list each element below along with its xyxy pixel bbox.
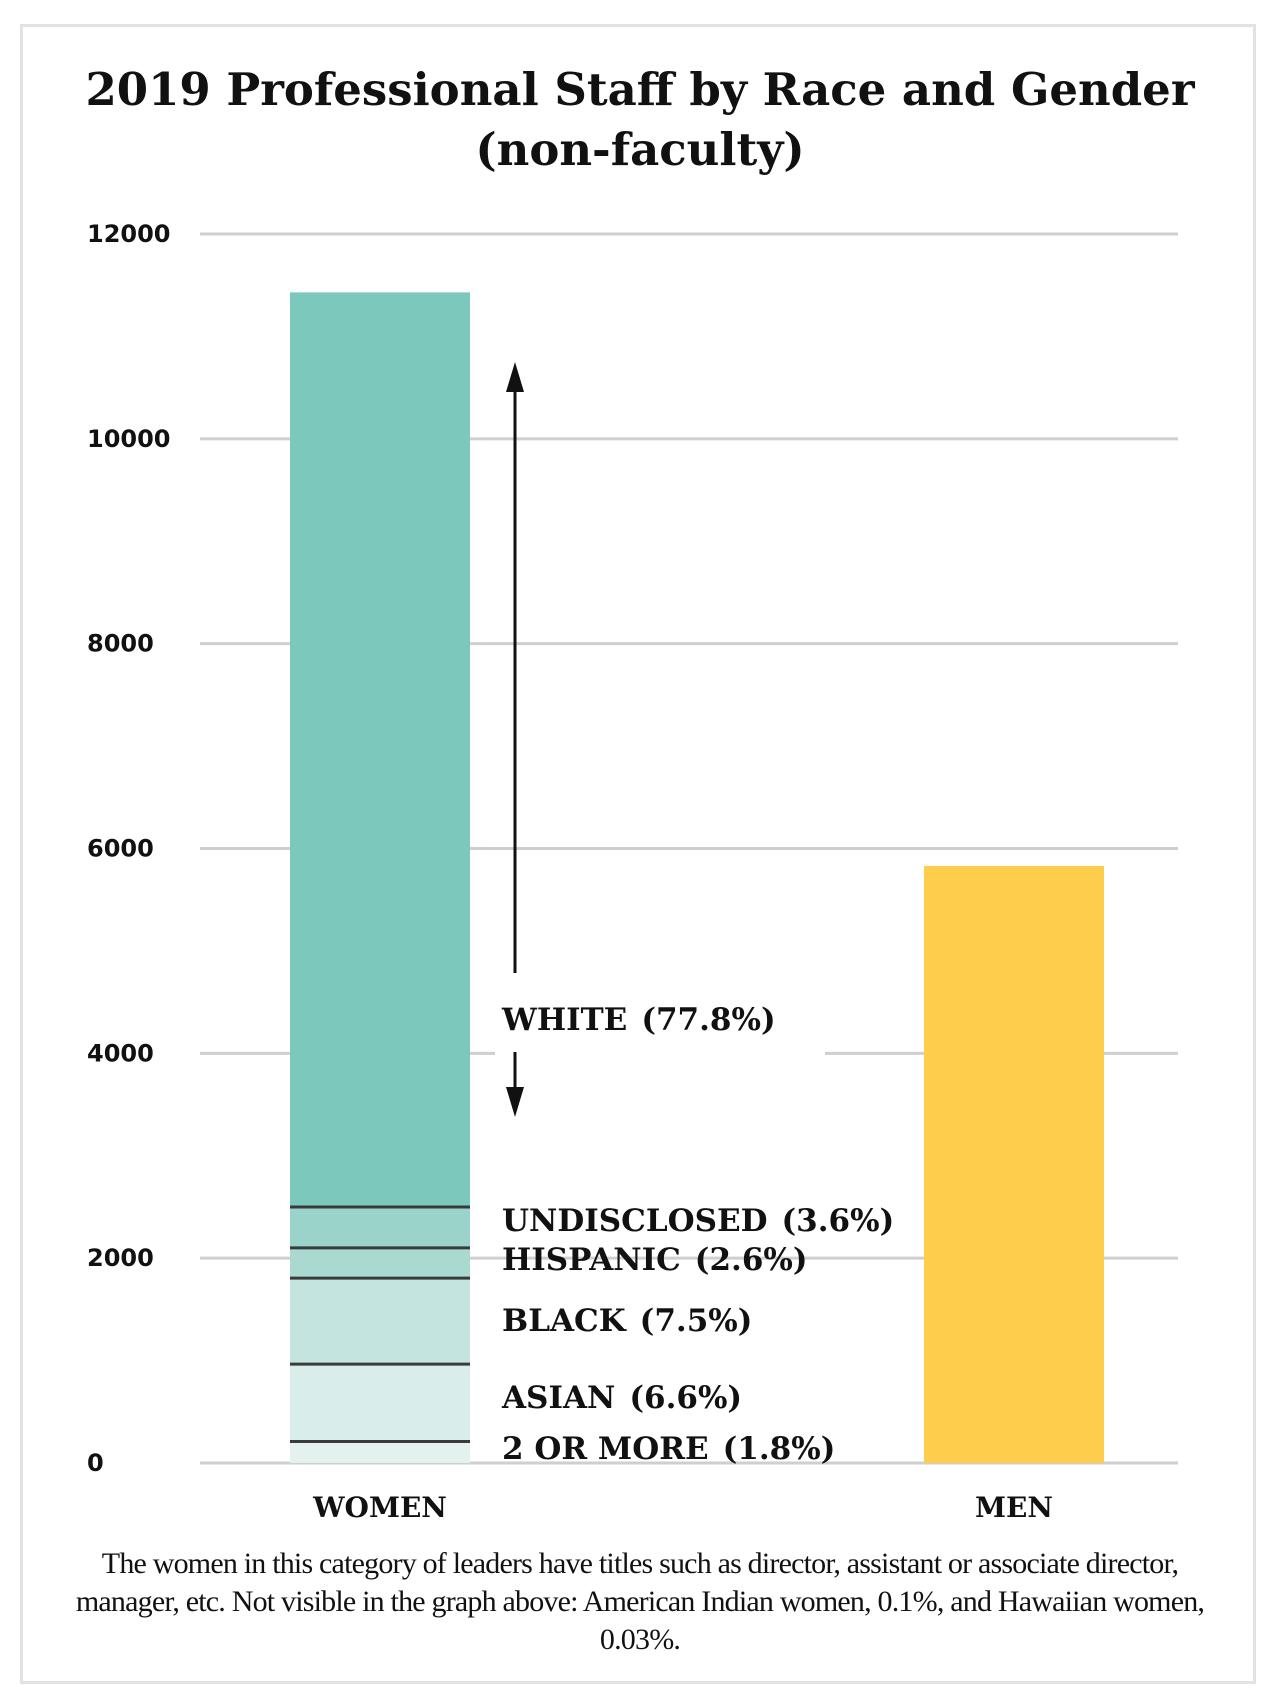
x-category-label-women: WOMEN xyxy=(312,1491,447,1524)
chart-title: 2019 Professional Staff by Race and Gend… xyxy=(0,60,1280,180)
y-tick-label-4000: 4000 xyxy=(87,1039,154,1067)
segment-label-name-asian: ASIAN xyxy=(501,1380,615,1416)
segment-label-name-black: BLACK xyxy=(502,1303,627,1339)
chart-title-line-2: (non-faculty) xyxy=(475,123,805,176)
label-backdrop xyxy=(495,1041,825,1066)
women-bar-segment-undisclosed xyxy=(290,1206,470,1248)
women-bar-segment-2-or-more xyxy=(290,1441,470,1463)
segment-label-undisclosed: UNDISCLOSED (3.6%) xyxy=(502,1203,894,1239)
segment-label-pct-white: (77.8%) xyxy=(641,1002,775,1038)
y-tick-label-6000: 6000 xyxy=(87,835,154,863)
y-tick-label-10000: 10000 xyxy=(87,425,171,453)
chart-caption: The women in this category of leaders ha… xyxy=(75,1547,1205,1656)
white-arrow-up-head xyxy=(506,362,524,392)
segment-label-2-or-more: 2 OR MORE (1.8%) xyxy=(502,1431,835,1467)
segment-label-pct-black: (7.5%) xyxy=(640,1303,753,1339)
segment-label-black: BLACK (7.5%) xyxy=(502,1303,752,1339)
segment-label-hispanic: HISPANIC (2.6%) xyxy=(502,1242,808,1278)
segment-label-pct-2-or-more: (1.8%) xyxy=(723,1431,836,1467)
segment-label-name-2-or-more: 2 OR MORE xyxy=(502,1431,709,1467)
segment-label-pct-hispanic: (2.6%) xyxy=(695,1242,808,1278)
women-bar-segment-black xyxy=(290,1278,470,1365)
segment-label-pct-asian: (6.6%) xyxy=(629,1380,742,1416)
white-arrow-down-head xyxy=(506,1087,524,1117)
segment-label-name-hispanic: HISPANIC xyxy=(502,1242,681,1278)
segment-label-name-white: WHITE xyxy=(501,1002,627,1038)
segment-label-pct-undisclosed: (3.6%) xyxy=(782,1203,895,1239)
y-tick-label-12000: 12000 xyxy=(87,220,171,248)
chart-title-line-1: 2019 Professional Staff by Race and Gend… xyxy=(85,63,1195,116)
segment-label-asian: ASIAN (6.6%) xyxy=(501,1380,742,1416)
women-bar-segment-white xyxy=(290,292,470,1207)
segment-label-white: WHITE (77.8%) xyxy=(501,1002,776,1038)
y-tick-label-8000: 8000 xyxy=(87,630,154,658)
y-tick-label-2000: 2000 xyxy=(87,1244,154,1272)
segment-label-name-undisclosed: UNDISCLOSED xyxy=(502,1203,768,1239)
women-bar-segment-hispanic xyxy=(290,1247,470,1279)
women-bar-segment-asian xyxy=(290,1364,470,1442)
y-tick-label-0: 0 xyxy=(87,1449,104,1477)
men-bar xyxy=(924,865,1104,1463)
x-category-label-men: MEN xyxy=(975,1491,1053,1524)
